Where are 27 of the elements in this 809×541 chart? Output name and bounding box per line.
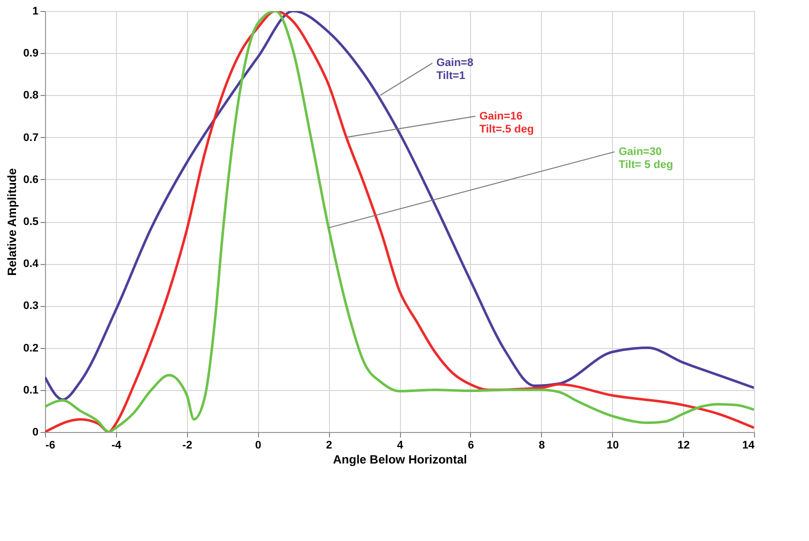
x-tick-label: -4 — [112, 440, 122, 452]
y-tick-label: 1 — [32, 6, 38, 18]
x-tick-label: 6 — [468, 440, 474, 452]
y-tick-label: 0.1 — [23, 384, 38, 396]
x-tick-label: -6 — [46, 440, 56, 452]
annotation: Gain=30 Tilt= 5 deg — [618, 146, 674, 171]
x-axis-title: Angle Below Horizontal — [332, 452, 468, 466]
x-tick-label: 14 — [742, 440, 756, 452]
y-tick-label: 0.6 — [23, 174, 38, 186]
x-tick-label: 10 — [606, 440, 619, 452]
y-tick-label: 0.4 — [23, 258, 40, 270]
x-tick-label: 2 — [326, 440, 332, 452]
x-tick-label: 4 — [396, 440, 404, 452]
y-tick-label: 0.7 — [23, 132, 38, 144]
x-tick-label: 12 — [677, 440, 690, 452]
y-tick-label: 0.5 — [23, 216, 38, 228]
x-tick-label: 0 — [255, 440, 262, 452]
y-tick-label: 0 — [32, 426, 38, 438]
x-tick-label: -2 — [182, 440, 192, 452]
y-tick-label: 0.9 — [23, 48, 38, 60]
annotation: Gain=8 Tilt=1 — [436, 57, 474, 82]
annotation: Gain=16 Tilt=.5 deg — [479, 110, 534, 136]
y-tick-label: 0.3 — [23, 300, 38, 312]
x-tick-label: 8 — [538, 440, 545, 452]
y-axis-title: Relative Amplitude — [5, 168, 20, 276]
y-tick-label: 0.8 — [23, 90, 38, 102]
y-tick-label: 0.2 — [23, 342, 38, 354]
